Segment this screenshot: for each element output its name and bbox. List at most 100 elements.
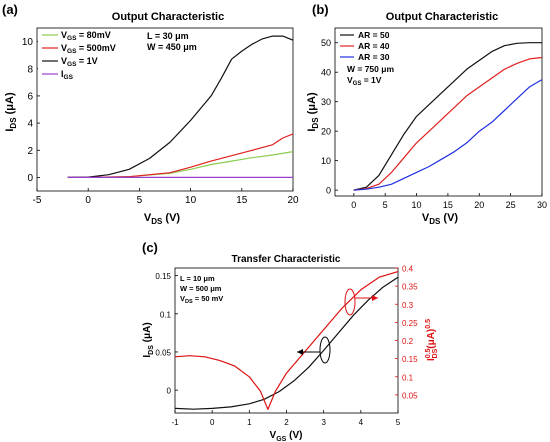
y2-tick-label: 0.15 [402,355,418,364]
panel-c-ylabel: IDS (μA) [142,322,155,357]
panel-c-xlabel-sub: GS [276,436,286,442]
panel-a-ylabel-sub: DS [9,117,18,129]
series-line-1 [353,56,543,191]
y-tick-label: 20 [321,127,331,137]
y2-tick-label: 0.3 [402,301,414,310]
y-tick-label: 0 [167,387,172,396]
panel-a-xlabel-main: V [144,212,152,224]
panel-b-xlabel-unit: (V) [440,212,458,224]
panel-a-ylabel-main: I [4,129,16,132]
x-tick-label: 5 [383,200,388,210]
y-tick-label: 6 [27,91,33,102]
y2-tick-label: 0.35 [402,283,418,292]
panel-b: (b) Output Characteristic 0 5 10 15 20 25 30 0 1… [306,2,547,226]
panel-a-xlabel: VDS (V) [144,212,181,226]
legend-label-rest: = 500mV [76,43,115,53]
x-tick-label: 10 [185,195,197,206]
series-line-1 [174,271,399,410]
legend-label: IGS [61,69,74,81]
legend-label: VGS = 1V [61,56,98,68]
legend-label-rest: = 80mV [76,30,110,40]
panel-c-xlabel-unit: (V) [286,430,302,441]
series-line-0 [67,151,294,178]
left-axis-indicator-arrowhead [297,349,303,355]
x-tick-label: 3 [321,418,326,427]
legend-label: VGS = 80mV [61,30,111,42]
y-tick-label: 0.15 [155,272,171,281]
panel-c-annotation-vds: VDS = 50 mV [180,294,223,305]
panel-a-ylabel: IDS (μA) [4,92,18,132]
x-tick-label: 15 [443,200,453,210]
panel-c-ylabel-main: I [142,355,153,358]
panel-a-title: Output Characteristic [112,11,224,23]
x-tick-label: -5 [33,195,42,206]
panel-a-annotation-length: L = 30 μm [147,31,189,41]
legend-label: AR = 50 [358,30,390,40]
panel-b-axes: 0 5 10 15 20 25 30 0 10 20 30 40 50 [321,38,547,210]
x-tick-label: 20 [287,195,299,206]
y-tick-label: 4 [27,119,33,130]
panel-c-y2label: I0.5DS(μA)0.5 [425,319,439,361]
x-tick-label: 4 [359,418,364,427]
panel-a-annotation-width: W = 450 μm [147,42,197,52]
x-tick-label: 20 [474,200,484,210]
panel-a-xlabel-unit: (V) [162,212,180,224]
legend-label: AR = 40 [358,41,390,51]
y2-tick-label: 0.4 [402,265,414,274]
legend-label-sub: GS [67,48,77,55]
panel-b-ylabel-main: I [306,129,318,132]
y-tick-label: 0 [27,173,33,184]
y-tick-label: 10 [22,37,34,48]
panel-b-ylabel-sub: DS [311,117,320,129]
panel-a-plot-frame [36,27,294,192]
legend-label-sub: GS [64,74,74,81]
legend-label-main: V [61,56,67,66]
panel-a-series [67,35,294,178]
panel-b-xlabel-sub: DS [429,217,441,226]
panel-c-axes: -1 0 1 2 3 4 5 0 0.05 0.1 0.15 0.05 0.1 0.15 0.2 0.25 0.… [155,265,418,428]
panel-c-label: (c) [142,240,158,255]
panel-b-title: Output Characteristic [386,11,498,23]
legend-label-rest: = 1V [76,56,97,66]
y-tick-label: 50 [321,38,331,48]
y2-tick-label: 0.1 [402,373,414,382]
y-tick-label: 40 [321,68,331,78]
y-tick-label: 10 [321,156,331,166]
panel-b-annotation-vgs: VGS = 1V [347,75,382,87]
x-tick-label: -1 [171,418,179,427]
x-tick-label: 2 [284,418,289,427]
panel-c-annotation-width: W = 500 μm [180,284,222,293]
panel-c-xlabel: VGS (V) [270,430,303,442]
panel-c-ylabel-unit: (μA) [142,322,153,345]
legend-label-sub: GS [67,61,77,68]
panel-b-ylabel-unit: (μA) [306,92,318,117]
y2-tick-label: 0.25 [402,319,418,328]
x-tick-label: 0 [210,418,215,427]
legend-label: VGS = 500mV [61,43,116,55]
panel-b-xlabel-main: V [422,212,430,224]
series-line-0 [174,276,399,410]
legend-label: AR = 30 [358,52,390,62]
x-tick-label: 15 [236,195,248,206]
panel-a-xlabel-sub: DS [151,217,163,226]
legend-label-sub: GS [67,35,77,42]
legend-label-main: V [61,30,67,40]
panel-c-xlabel-main: V [270,430,277,441]
panel-a: (a) Output Characteristic -5 0 5 10 15 200246… [2,2,299,226]
x-tick-label: 5 [396,418,401,427]
panel-a-label: (a) [2,2,18,17]
panel-b-plot-frame [334,27,543,197]
x-tick-label: 1 [247,418,252,427]
left-axis-indicator-ellipse [319,336,331,364]
x-tick-label: 25 [506,200,516,210]
panel-c-title: Transfer Characteristic [232,254,341,265]
y-tick-label: 0.1 [160,310,172,319]
x-tick-label: 0 [351,200,356,210]
panel-b-ylabel: IDS (μA) [306,92,320,132]
series-line-2 [67,35,294,178]
x-tick-label: 0 [85,195,91,206]
panel-c-series [174,271,399,410]
